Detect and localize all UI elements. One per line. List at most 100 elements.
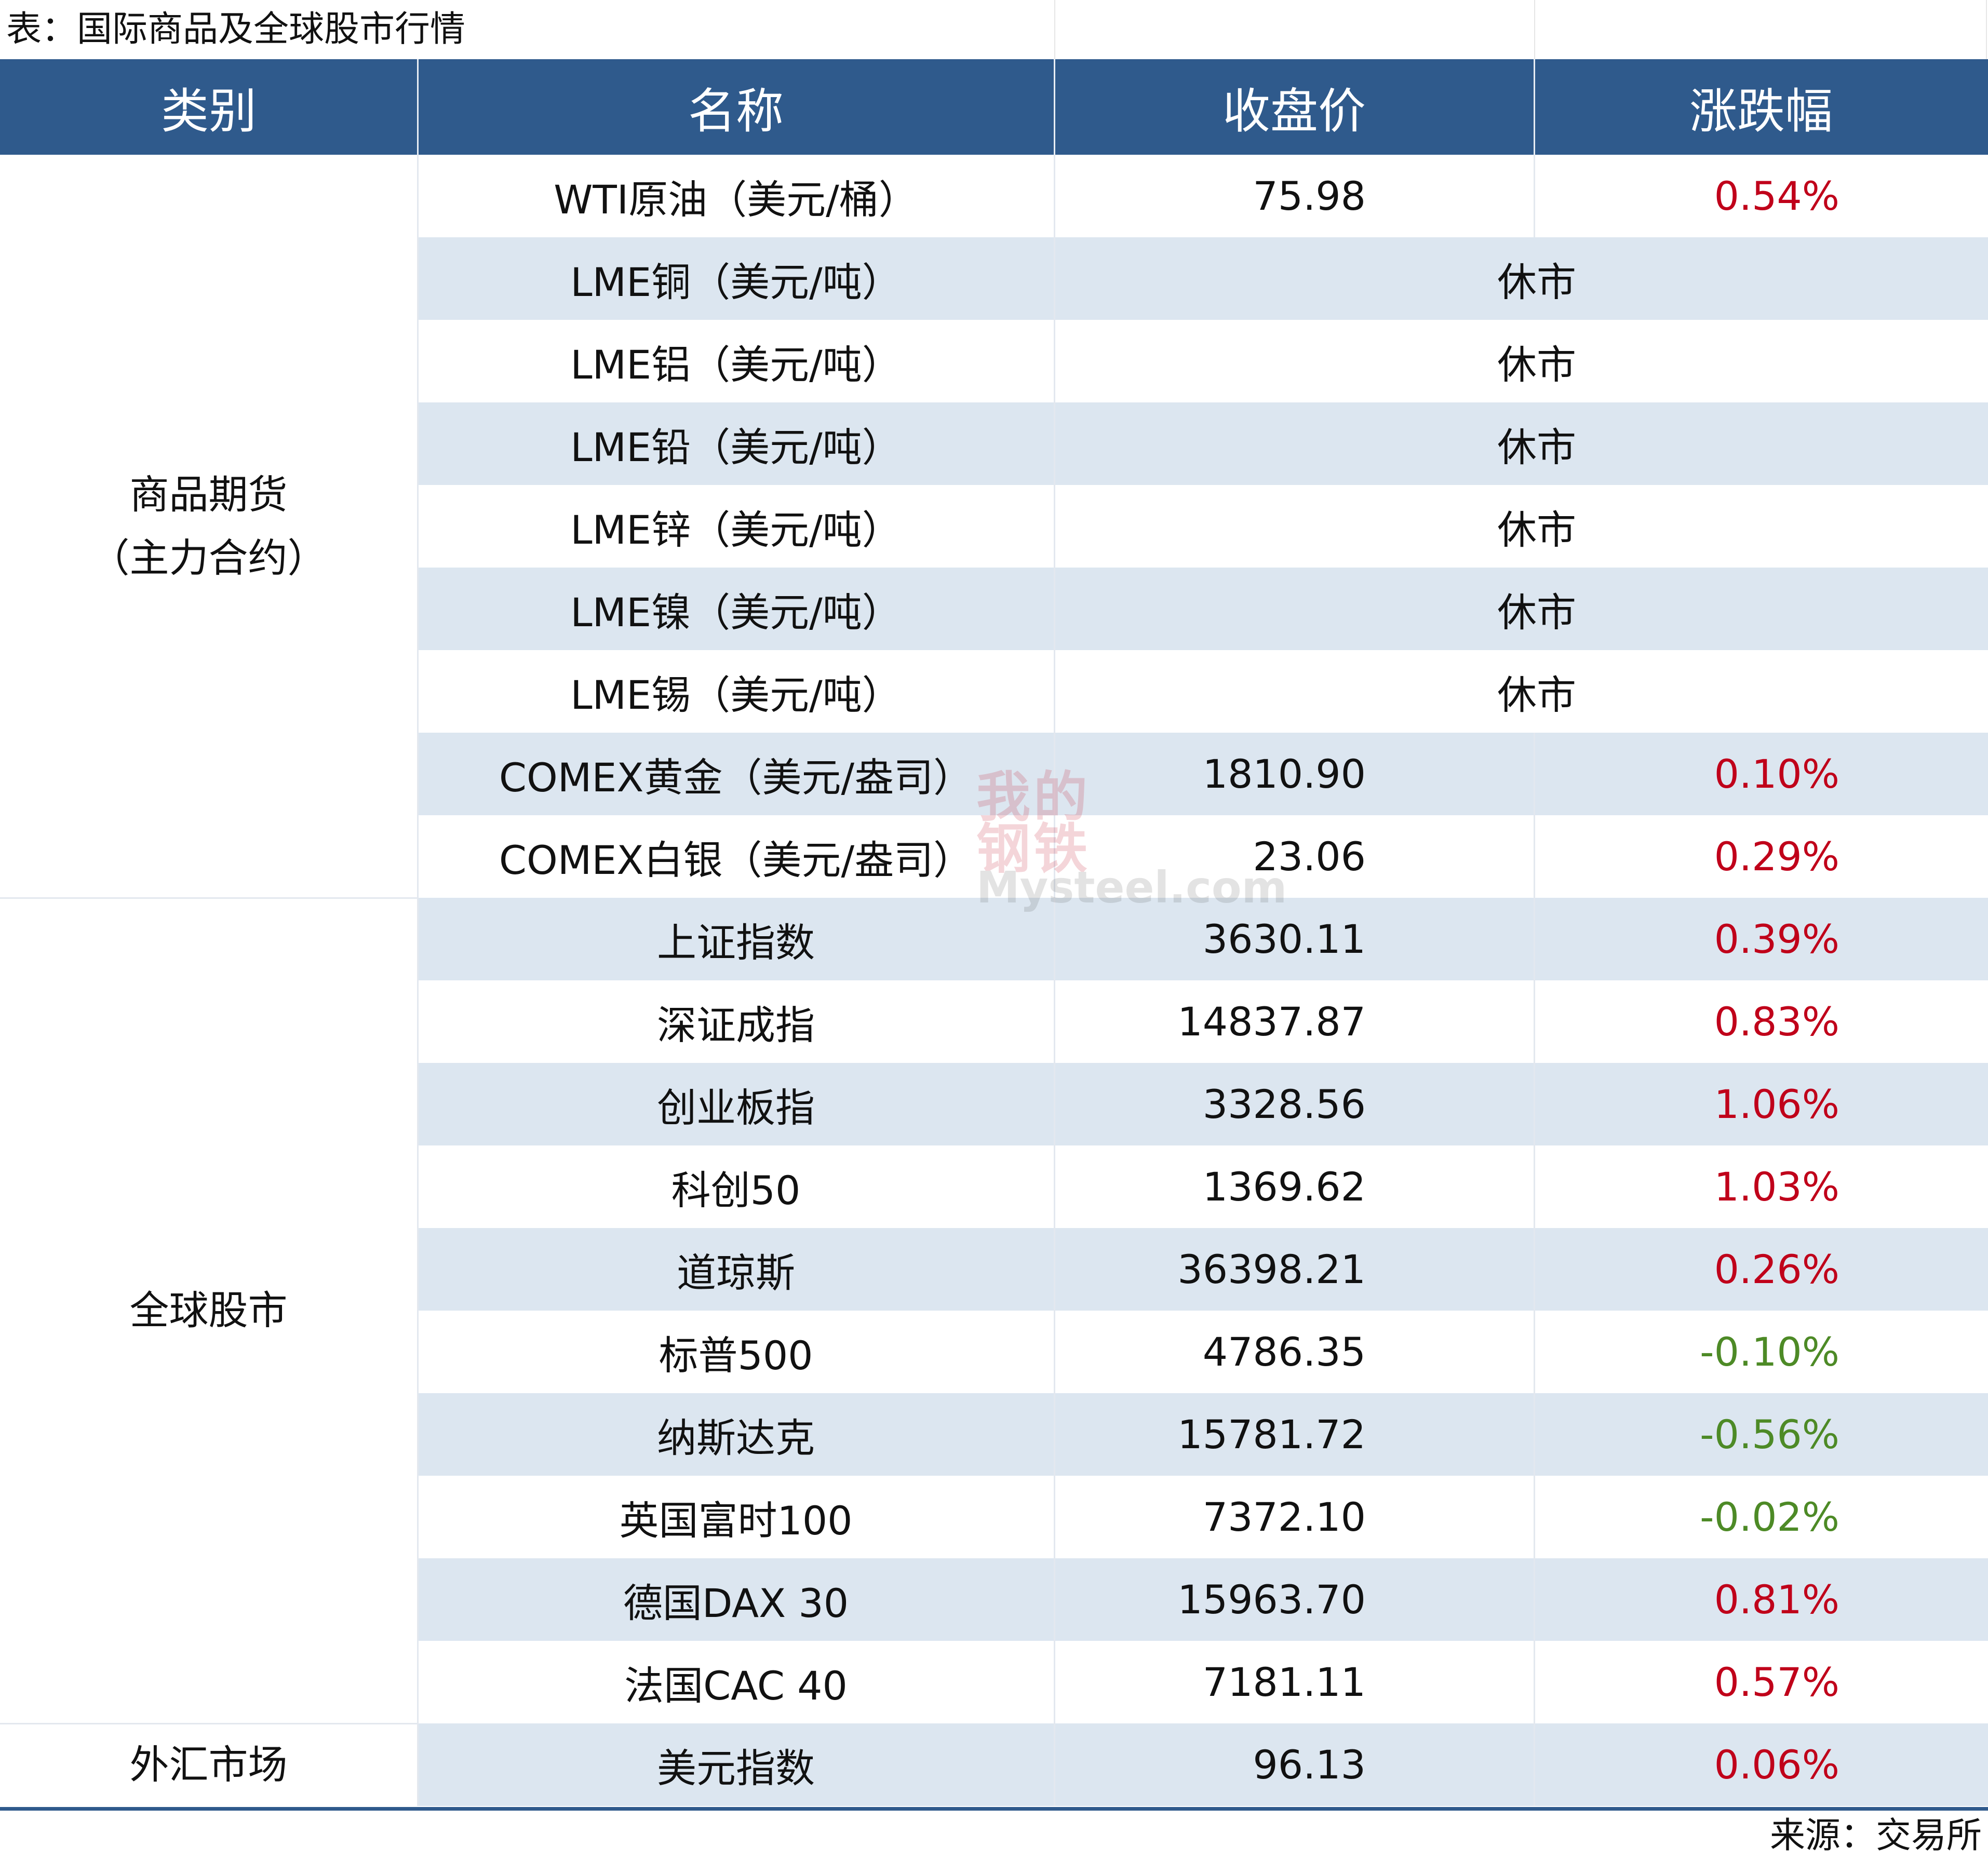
top-divider	[1054, 0, 1055, 59]
table-title: 表：国际商品及全球股市行情	[6, 9, 466, 50]
close-price: 96.13	[1054, 1723, 1534, 1806]
instrument-name: 上证指数	[418, 898, 1054, 980]
instrument-name: 美元指数	[418, 1723, 1054, 1806]
close-price: 4786.35	[1054, 1311, 1534, 1393]
header-separator	[417, 59, 419, 155]
close-price: 14837.87	[1054, 980, 1534, 1063]
column-divider	[1534, 1228, 1535, 1311]
close-price: 7372.10	[1054, 1476, 1534, 1558]
instrument-name: WTI原油（美元/桶）	[418, 155, 1054, 237]
header-close: 收盘价	[1054, 59, 1534, 155]
change-percent: 0.06%	[1534, 1723, 1988, 1806]
category-cell: 外汇市场	[0, 1723, 417, 1806]
column-divider	[1534, 155, 1535, 237]
category-label: 外汇市场	[129, 1741, 288, 1788]
column-divider	[1534, 1723, 1535, 1806]
header-separator	[1054, 59, 1055, 155]
market-closed-label: 休市	[1054, 237, 1988, 320]
instrument-name: 纳斯达克	[418, 1393, 1054, 1476]
market-closed-label: 休市	[1054, 485, 1988, 568]
column-divider	[417, 980, 419, 1063]
instrument-name: 德国DAX 30	[418, 1558, 1054, 1641]
column-divider	[1054, 568, 1055, 650]
change-percent: 0.26%	[1534, 1228, 1988, 1311]
header-name: 名称	[418, 59, 1054, 155]
change-percent: 0.39%	[1534, 898, 1988, 980]
instrument-name: 创业板指	[418, 1063, 1054, 1145]
market-closed-label: 休市	[1054, 650, 1988, 733]
column-divider	[417, 1558, 419, 1641]
change-percent: 0.29%	[1534, 815, 1988, 898]
column-divider	[417, 155, 419, 237]
top-divider	[1986, 0, 1987, 59]
column-divider	[1054, 733, 1055, 815]
column-divider	[417, 733, 419, 815]
close-price: 23.06	[1054, 815, 1534, 898]
column-divider	[417, 815, 419, 898]
close-price: 36398.21	[1054, 1228, 1534, 1311]
column-divider	[417, 320, 419, 402]
category-cell: 全球股市	[0, 898, 417, 1723]
column-divider	[1054, 1228, 1055, 1311]
column-divider	[417, 1145, 419, 1228]
column-divider	[1534, 980, 1535, 1063]
change-percent: 1.03%	[1534, 1145, 1988, 1228]
change-percent: 0.83%	[1534, 980, 1988, 1063]
column-divider	[417, 650, 419, 733]
column-divider	[1534, 1641, 1535, 1723]
change-percent: -0.56%	[1534, 1393, 1988, 1476]
column-divider	[1054, 1063, 1055, 1145]
column-divider	[1534, 815, 1535, 898]
instrument-name: 科创50	[418, 1145, 1054, 1228]
instrument-name: LME铜（美元/吨）	[418, 237, 1054, 320]
column-divider	[1054, 1145, 1055, 1228]
header-separator	[1534, 59, 1535, 155]
instrument-name: 法国CAC 40	[418, 1641, 1054, 1723]
category-sublabel: （主力合约）	[90, 534, 327, 581]
column-divider	[1534, 1476, 1535, 1558]
instrument-name: LME锡（美元/吨）	[418, 650, 1054, 733]
market-closed-label: 休市	[1054, 402, 1988, 485]
instrument-name: LME铝（美元/吨）	[418, 320, 1054, 402]
close-price: 15963.70	[1054, 1558, 1534, 1641]
instrument-name: 深证成指	[418, 980, 1054, 1063]
instrument-name: 道琼斯	[418, 1228, 1054, 1311]
top-divider	[1534, 0, 1535, 59]
column-divider	[1054, 320, 1055, 402]
close-price: 75.98	[1054, 155, 1534, 237]
close-price: 3328.56	[1054, 1063, 1534, 1145]
column-divider	[1054, 1311, 1055, 1393]
close-price: 15781.72	[1054, 1393, 1534, 1476]
change-percent: 0.81%	[1534, 1558, 1988, 1641]
column-divider	[1534, 1311, 1535, 1393]
header-change: 涨跌幅	[1534, 59, 1988, 155]
category-label: 全球股市	[129, 1287, 288, 1334]
column-divider	[417, 1228, 419, 1311]
column-divider	[417, 1063, 419, 1145]
column-divider	[1054, 650, 1055, 733]
column-divider	[417, 1393, 419, 1476]
column-divider	[1534, 1063, 1535, 1145]
column-divider	[1054, 815, 1055, 898]
column-divider	[417, 568, 419, 650]
column-divider	[417, 1311, 419, 1393]
instrument-name: 英国富时100	[418, 1476, 1054, 1558]
close-price: 1810.90	[1054, 733, 1534, 815]
column-divider	[1054, 1723, 1055, 1806]
column-divider	[1534, 1558, 1535, 1641]
source-note: 来源：交易所	[1769, 1815, 1982, 1856]
market-closed-label: 休市	[1054, 568, 1988, 650]
column-divider	[1054, 402, 1055, 485]
column-divider	[417, 1641, 419, 1723]
column-divider	[1054, 898, 1055, 980]
column-divider	[417, 1723, 419, 1806]
change-percent: -0.10%	[1534, 1311, 1988, 1393]
change-percent: 1.06%	[1534, 1063, 1988, 1145]
column-divider	[1054, 237, 1055, 320]
column-divider	[1534, 898, 1535, 980]
change-percent: -0.02%	[1534, 1476, 1988, 1558]
market-closed-label: 休市	[1054, 320, 1988, 402]
column-divider	[1054, 1641, 1055, 1723]
column-divider	[1054, 1476, 1055, 1558]
instrument-name: COMEX白银（美元/盎司）	[418, 815, 1054, 898]
